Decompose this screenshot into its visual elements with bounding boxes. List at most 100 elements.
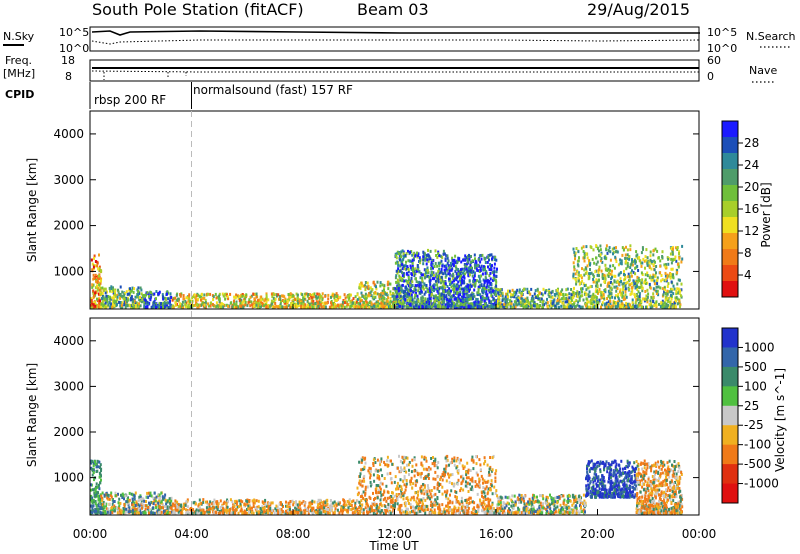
echo-cell bbox=[473, 288, 476, 292]
echo-cell bbox=[384, 303, 387, 307]
echo-cell bbox=[273, 305, 276, 309]
echo-cell bbox=[558, 296, 561, 300]
echo-cell bbox=[409, 286, 412, 290]
echo-cell bbox=[666, 285, 669, 288]
echo-cell bbox=[166, 290, 169, 294]
echo-cell bbox=[406, 301, 409, 305]
echo-cell bbox=[432, 303, 435, 307]
echo-cell bbox=[289, 500, 292, 503]
echo-cell bbox=[153, 491, 156, 495]
echo-cell bbox=[641, 261, 644, 265]
echo-cell bbox=[339, 295, 342, 299]
echo-cell bbox=[566, 293, 569, 297]
echo-cell bbox=[670, 257, 673, 261]
echo-cell bbox=[493, 270, 496, 274]
echo-cell bbox=[157, 501, 160, 505]
echo-cell bbox=[474, 257, 476, 261]
echo-cell bbox=[485, 279, 488, 283]
echo-cell bbox=[565, 297, 568, 300]
echo-cell bbox=[221, 292, 224, 296]
echo-cell bbox=[565, 305, 568, 309]
echo-cell bbox=[447, 272, 450, 276]
echo-cell bbox=[371, 288, 374, 292]
echo-cell bbox=[655, 271, 657, 275]
echo-cell bbox=[380, 301, 383, 305]
echo-cell bbox=[414, 254, 417, 258]
echo-cell bbox=[274, 302, 277, 305]
echo-cell bbox=[628, 275, 631, 279]
echo-cell bbox=[252, 304, 255, 308]
echo-cell bbox=[301, 293, 304, 297]
echo-cell bbox=[174, 296, 177, 300]
echo-cell bbox=[203, 293, 206, 297]
echo-cell bbox=[585, 267, 588, 271]
echo-cell bbox=[585, 245, 588, 249]
echo-cell bbox=[108, 297, 111, 300]
echo-cell bbox=[477, 287, 480, 291]
echo-cell bbox=[613, 274, 616, 278]
echo-cell bbox=[585, 297, 588, 301]
echo-cell bbox=[127, 303, 130, 307]
echo-cell bbox=[246, 303, 249, 307]
echo-cell bbox=[424, 271, 427, 275]
echo-cell bbox=[131, 303, 134, 307]
echo-cell bbox=[215, 305, 218, 309]
echo-cell bbox=[577, 273, 580, 277]
echo-cell bbox=[111, 305, 114, 309]
echo-cell bbox=[646, 261, 649, 265]
echo-cell bbox=[194, 296, 197, 300]
echo-cell bbox=[469, 283, 472, 287]
echo-cell bbox=[653, 304, 656, 308]
echo-cell bbox=[600, 269, 603, 273]
echo-cell bbox=[675, 299, 677, 303]
echo-cell bbox=[333, 298, 336, 302]
echo-cell bbox=[364, 286, 367, 290]
echo-cell bbox=[174, 499, 177, 503]
echo-cell bbox=[620, 280, 623, 283]
echo-cell bbox=[648, 265, 651, 269]
echo-cell bbox=[162, 305, 165, 309]
echo-cell bbox=[624, 275, 627, 279]
echo-cell bbox=[260, 304, 263, 308]
echo-cell bbox=[222, 305, 225, 309]
echo-cell bbox=[637, 269, 640, 272]
echo-cell bbox=[505, 300, 508, 304]
echo-cell bbox=[405, 295, 408, 299]
echo-cell bbox=[652, 300, 655, 303]
echo-cell bbox=[191, 296, 194, 299]
echo-cell bbox=[300, 300, 303, 304]
echo-cell bbox=[670, 280, 673, 284]
echo-cell bbox=[599, 283, 602, 287]
echo-cell bbox=[253, 297, 256, 301]
echo-cell bbox=[438, 264, 441, 268]
echo-cell bbox=[630, 282, 633, 286]
echo-cell bbox=[304, 303, 307, 307]
echo-cell bbox=[144, 507, 147, 511]
echo-cell bbox=[609, 258, 612, 262]
echo-cell bbox=[397, 300, 400, 304]
echo-cell bbox=[152, 305, 155, 309]
echo-cell bbox=[470, 260, 473, 264]
echo-cell bbox=[592, 273, 595, 277]
echo-cell bbox=[607, 275, 610, 278]
echo-cell bbox=[149, 298, 152, 302]
echo-cell bbox=[139, 296, 141, 299]
echo-cell bbox=[345, 304, 348, 308]
echo-cell bbox=[678, 278, 681, 282]
noise-left-tick-top: 10^5 bbox=[59, 26, 89, 39]
echo-cell bbox=[395, 274, 398, 278]
echo-cell bbox=[469, 270, 472, 274]
echo-cell bbox=[163, 300, 166, 304]
echo-cell bbox=[162, 295, 164, 299]
echo-cell bbox=[399, 276, 402, 280]
echo-cell bbox=[97, 498, 100, 502]
echo-cell bbox=[369, 292, 372, 296]
echo-cell bbox=[617, 273, 620, 277]
echo-cell bbox=[437, 304, 440, 308]
echo-cell bbox=[509, 299, 512, 303]
echo-cell bbox=[644, 255, 647, 259]
echo-cell bbox=[312, 303, 315, 307]
echo-cell bbox=[499, 290, 502, 294]
echo-cell bbox=[629, 248, 632, 252]
